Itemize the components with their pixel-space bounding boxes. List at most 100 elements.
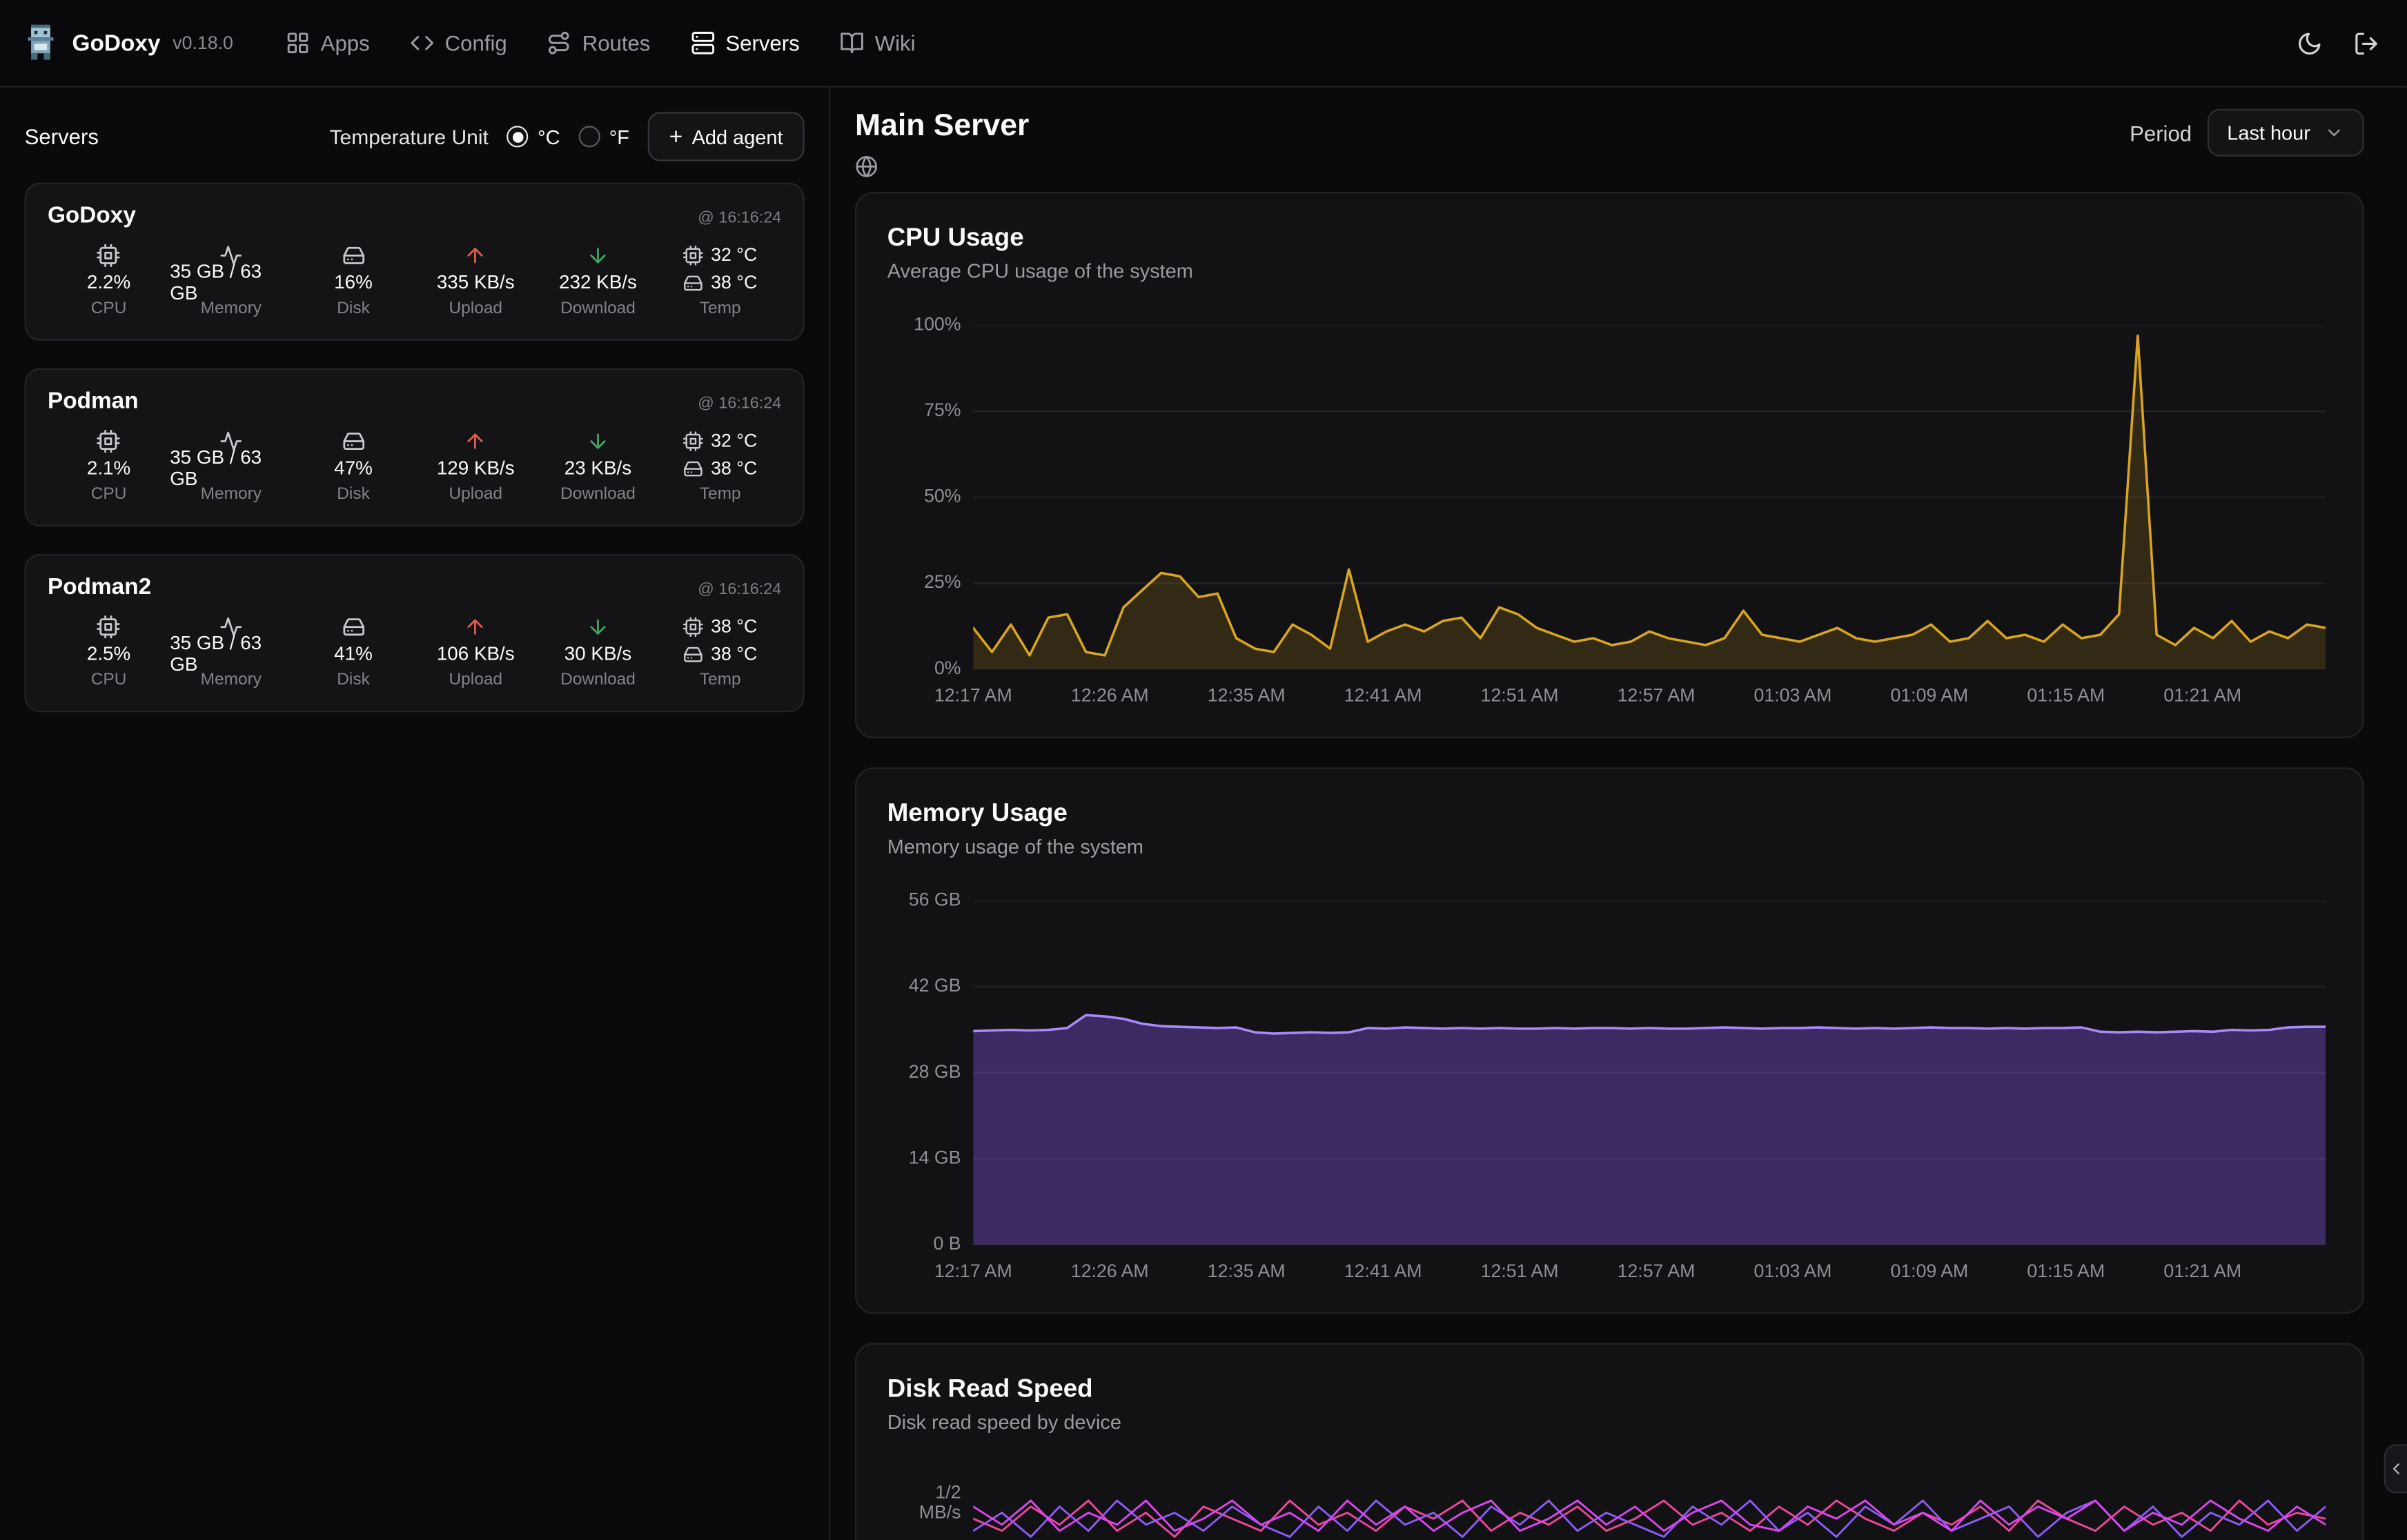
y-tick-label: 25% bbox=[924, 573, 961, 594]
arrow-down-icon bbox=[587, 615, 609, 638]
chevron-down-icon bbox=[2324, 123, 2344, 143]
arrow-down-icon bbox=[587, 429, 609, 452]
nav-item-wiki[interactable]: Wiki bbox=[840, 30, 916, 55]
book-icon bbox=[840, 30, 865, 55]
main-nav: Apps Config Routes Servers Wiki bbox=[286, 30, 916, 55]
logout-icon bbox=[2353, 30, 2379, 56]
x-tick-label: 01:03 AM bbox=[1754, 684, 1832, 706]
y-tick-label: 42 GB bbox=[909, 976, 961, 998]
nav-item-routes[interactable]: Routes bbox=[547, 30, 651, 55]
stat-value: 2.5% bbox=[87, 640, 130, 668]
stat-upload: 106 KB/s Upload bbox=[415, 613, 537, 693]
stat-temp: 32 °C 38 °C Temp bbox=[659, 426, 781, 506]
moon-icon bbox=[2297, 30, 2323, 56]
chevron-left-icon bbox=[2387, 1459, 2406, 1478]
godoxy-logo[interactable] bbox=[25, 23, 57, 62]
x-tick-label: 12:17 AM bbox=[934, 684, 1012, 706]
logout-button[interactable] bbox=[2353, 30, 2379, 56]
nav-item-apps[interactable]: Apps bbox=[286, 30, 370, 55]
server-name: Podman bbox=[48, 388, 139, 415]
hard-drive-icon bbox=[342, 615, 364, 638]
servers-icon bbox=[690, 30, 715, 55]
stat-value: 129 KB/s bbox=[437, 454, 515, 482]
servers-sidebar: Servers Temperature Unit °C °F + Add agen… bbox=[0, 88, 830, 1540]
y-tick-label: 75% bbox=[924, 401, 961, 422]
add-agent-button[interactable]: + Add agent bbox=[648, 112, 805, 161]
y-tick-label: 28 GB bbox=[909, 1063, 961, 1084]
stat-label: Temp bbox=[700, 668, 741, 693]
x-tick-label: 12:57 AM bbox=[1618, 1260, 1696, 1281]
period-value: Last hour bbox=[2227, 121, 2310, 144]
server-card-podman2[interactable]: Podman2 @ 16:16:24 2.5% CPU 35 GB / 63 G… bbox=[25, 554, 805, 712]
arrow-up-icon bbox=[464, 615, 487, 638]
x-tick-label: 12:41 AM bbox=[1344, 684, 1422, 706]
grid-icon bbox=[286, 30, 311, 55]
arrow-up-icon bbox=[464, 244, 487, 266]
radio-dot bbox=[507, 126, 529, 147]
y-tick-label: 50% bbox=[924, 486, 961, 508]
nav-label: Servers bbox=[725, 30, 799, 55]
hard-drive-icon bbox=[342, 429, 364, 452]
add-agent-label: Add agent bbox=[692, 125, 783, 148]
radio-label: °C bbox=[538, 125, 560, 148]
stat-label: Upload bbox=[449, 296, 502, 321]
chart-canvas bbox=[973, 1477, 2326, 1540]
stat-value: 106 KB/s bbox=[437, 640, 515, 668]
stat-temp: 38 °C 38 °C Temp bbox=[659, 613, 781, 693]
chart-title: Disk Read Speed bbox=[887, 1375, 2326, 1404]
server-timestamp: @ 16:16:24 bbox=[698, 395, 781, 413]
stat-label: Download bbox=[560, 482, 636, 506]
stat-memory: 35 GB / 63 GB Memory bbox=[170, 426, 292, 506]
theme-toggle-button[interactable] bbox=[2297, 30, 2323, 56]
radio-celsius[interactable]: °C bbox=[507, 125, 560, 148]
stat-memory: 35 GB / 63 GB Memory bbox=[170, 241, 292, 321]
stat-label: Disk bbox=[337, 668, 370, 693]
stat-disk: 16% Disk bbox=[292, 241, 414, 321]
chart-canvas bbox=[973, 326, 2326, 669]
server-card-godoxy[interactable]: GoDoxy @ 16:16:24 2.2% CPU 35 GB / 63 GB… bbox=[25, 183, 805, 341]
y-tick-label: 56 GB bbox=[909, 890, 961, 911]
cpu-icon bbox=[683, 245, 703, 265]
stat-label: Upload bbox=[449, 482, 502, 506]
nav-item-servers[interactable]: Servers bbox=[690, 30, 799, 55]
stat-label: Disk bbox=[337, 296, 370, 321]
chart-subtitle: Memory usage of the system bbox=[887, 835, 2326, 858]
collapse-panel-handle[interactable] bbox=[2384, 1444, 2407, 1493]
x-tick-label: 12:51 AM bbox=[1481, 1260, 1559, 1281]
stat-value: 35 GB / 63 GB bbox=[170, 268, 292, 296]
chart-subtitle: Disk read speed by device bbox=[887, 1410, 2326, 1433]
hard-drive-icon bbox=[683, 644, 703, 664]
y-tick-label: 0 B bbox=[933, 1234, 961, 1256]
nav-item-config[interactable]: Config bbox=[410, 30, 507, 55]
cpu-icon bbox=[683, 616, 703, 636]
cpu-icon bbox=[97, 429, 120, 452]
arrow-up-icon bbox=[464, 429, 487, 452]
version-label: v0.18.0 bbox=[173, 32, 233, 54]
stat-disk: 47% Disk bbox=[292, 426, 414, 506]
globe-icon[interactable] bbox=[855, 155, 878, 178]
server-card-podman[interactable]: Podman @ 16:16:24 2.1% CPU 35 GB / 63 GB… bbox=[25, 368, 805, 526]
stat-label: Upload bbox=[449, 668, 502, 693]
x-tick-label: 12:41 AM bbox=[1344, 1260, 1422, 1281]
x-tick-label: 12:57 AM bbox=[1618, 684, 1696, 706]
plus-icon: + bbox=[669, 125, 682, 148]
disk-read-speed-card: Disk Read Speed Disk read speed by devic… bbox=[855, 1343, 2364, 1540]
radio-fahrenheit[interactable]: °F bbox=[578, 125, 629, 148]
x-axis-labels: 12:17 AM12:26 AM12:35 AM12:41 AM12:51 AM… bbox=[973, 684, 2326, 709]
period-select[interactable]: Last hour bbox=[2207, 109, 2364, 157]
disk-temp-value: 38 °C bbox=[711, 457, 757, 479]
stat-label: CPU bbox=[91, 296, 127, 321]
server-detail-panel: Main Server Period Last hour CPU Usage A… bbox=[830, 88, 2407, 1540]
stat-label: Memory bbox=[201, 668, 262, 693]
disk-read-speed-chart: 1/2 MB/s bbox=[887, 1477, 2326, 1540]
chart-plot-area bbox=[973, 901, 2326, 1245]
x-tick-label: 01:15 AM bbox=[2027, 684, 2105, 706]
cpu-icon bbox=[683, 431, 703, 451]
memory-usage-chart: 56 GB42 GB28 GB14 GB0 B 12:17 AM12:26 AM… bbox=[887, 901, 2326, 1285]
stat-value: 335 KB/s bbox=[437, 268, 515, 296]
stat-value: 41% bbox=[334, 640, 373, 668]
temperature-unit-label: Temperature Unit bbox=[330, 125, 489, 148]
x-tick-label: 12:51 AM bbox=[1481, 684, 1559, 706]
nav-label: Config bbox=[445, 30, 507, 55]
sidebar-title: Servers bbox=[25, 124, 99, 149]
